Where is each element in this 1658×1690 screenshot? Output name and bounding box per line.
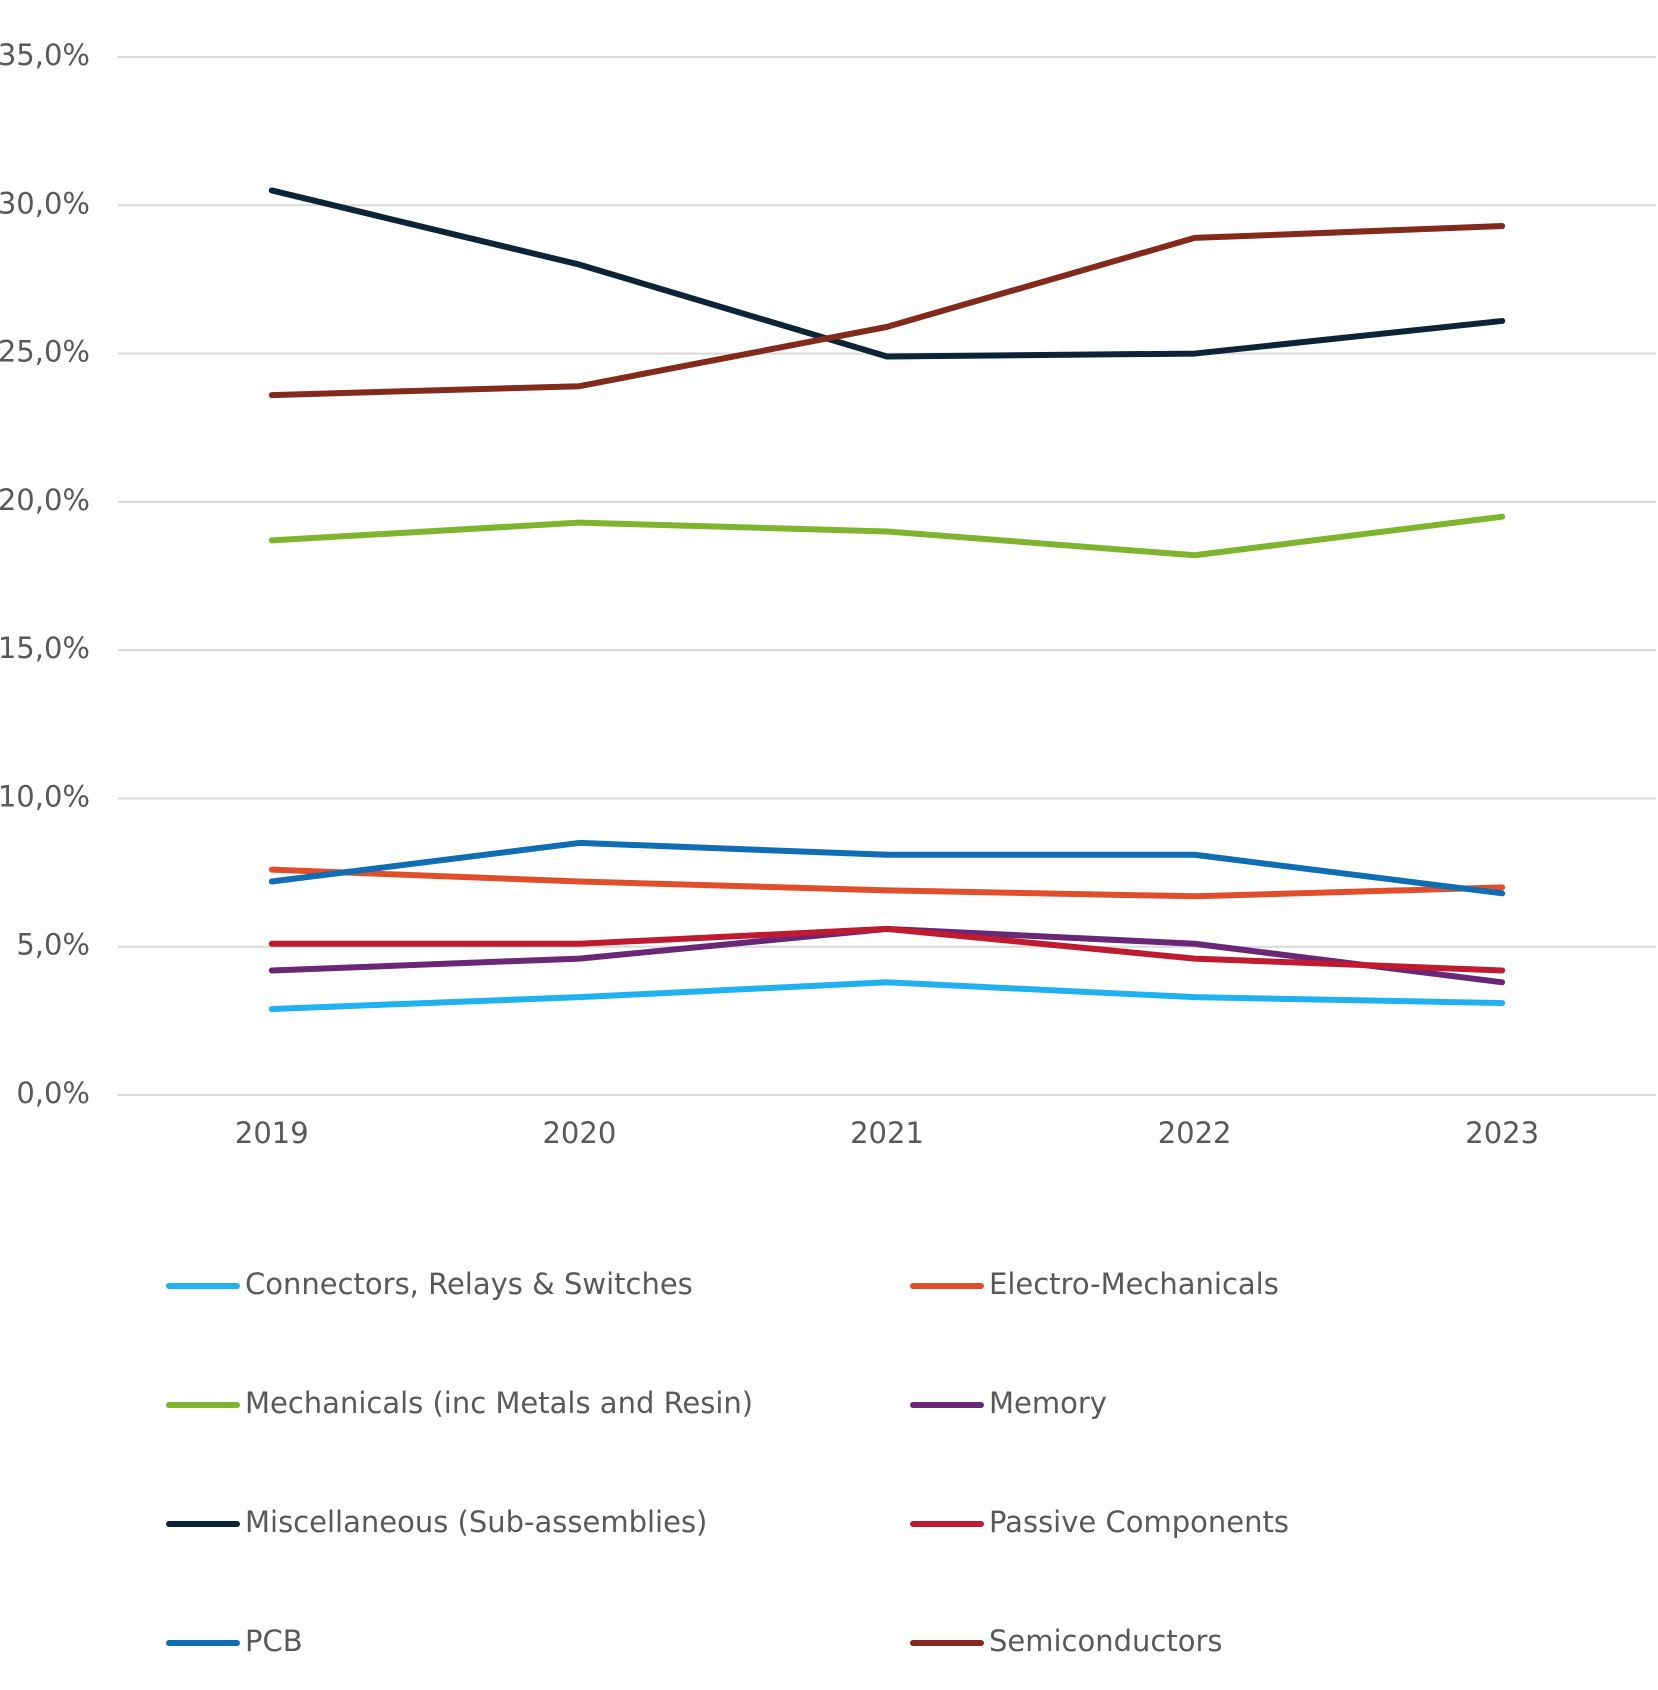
series-line <box>268 223 1506 399</box>
x-tick-label: 2023 <box>1465 1116 1539 1150</box>
y-tick-label: 25,0% <box>0 335 90 369</box>
x-tick-label: 2019 <box>235 1116 309 1150</box>
x-tick-label: 2020 <box>542 1116 616 1150</box>
series-line <box>268 513 1506 559</box>
legend-label: Mechanicals (inc Metals and Resin) <box>245 1386 753 1420</box>
legend-label: Memory <box>989 1386 1107 1420</box>
series-line <box>268 979 1506 1012</box>
x-tick-label: 2022 <box>1158 1116 1232 1150</box>
series-line <box>268 866 1506 900</box>
y-tick-label: 30,0% <box>0 186 90 220</box>
series-line <box>268 839 1506 897</box>
y-tick-label: 20,0% <box>0 483 90 517</box>
series-line <box>268 187 1506 360</box>
legend-label: Connectors, Relays & Switches <box>245 1267 693 1301</box>
legend-label: Electro-Mechanicals <box>989 1267 1279 1301</box>
y-tick-label: 0,0% <box>16 1076 90 1110</box>
legend-label: Passive Components <box>989 1505 1289 1539</box>
y-tick-label: 15,0% <box>0 631 90 665</box>
y-tick-label: 35,0% <box>0 38 90 72</box>
legend-label: Semiconductors <box>989 1624 1223 1658</box>
y-tick-label: 10,0% <box>0 779 90 813</box>
y-tick-label: 5,0% <box>16 928 90 962</box>
series-line <box>268 925 1506 986</box>
legend-label: Miscellaneous (Sub-assemblies) <box>245 1505 707 1539</box>
series-line <box>268 925 1506 974</box>
x-tick-label: 2021 <box>850 1116 924 1150</box>
legend-label: PCB <box>245 1624 303 1658</box>
